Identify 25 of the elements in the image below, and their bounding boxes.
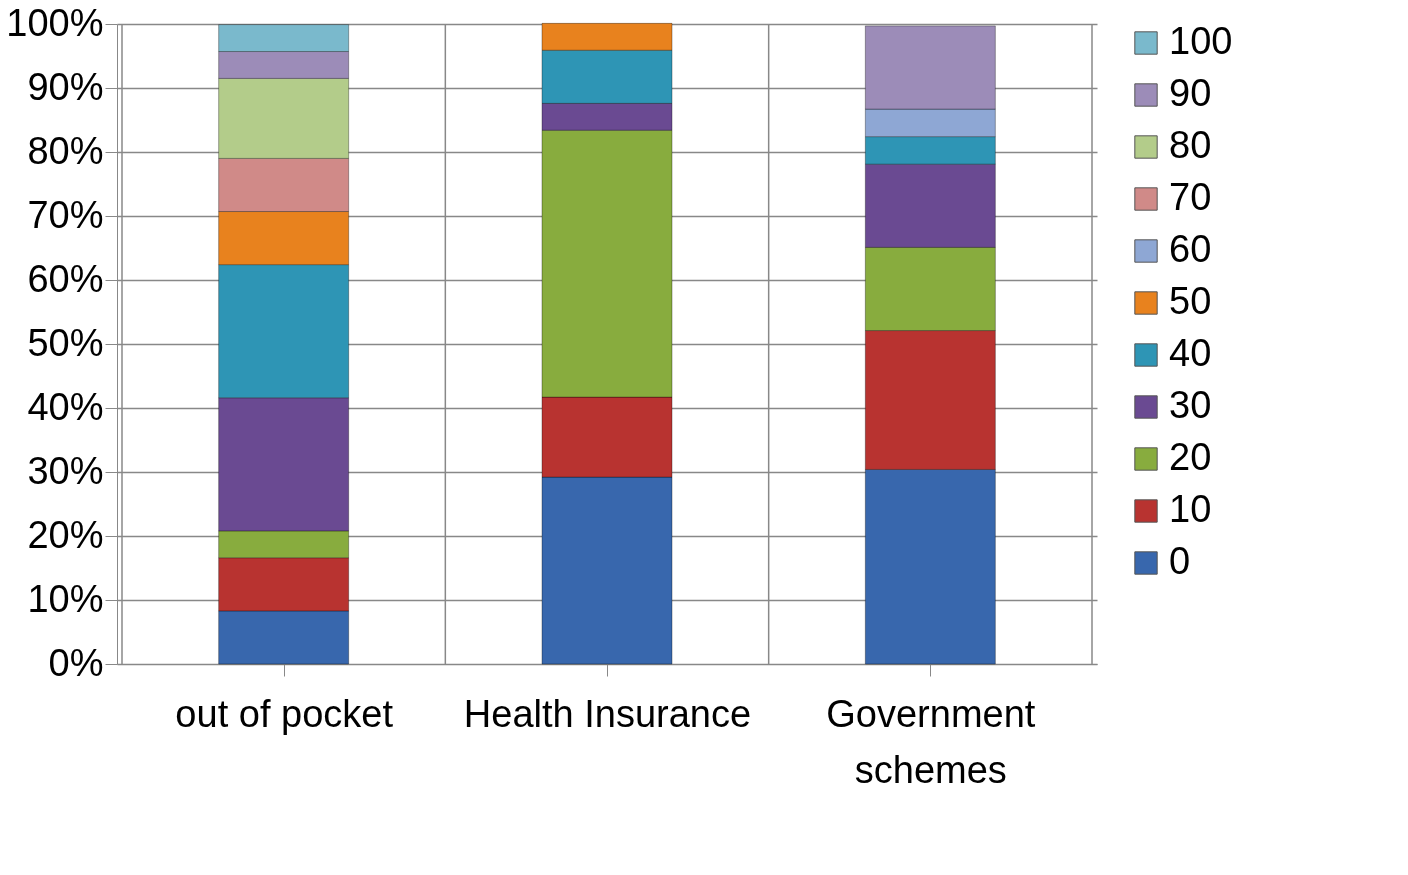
- y-tick-label: 30%: [27, 449, 104, 492]
- y-tick-label: 40%: [27, 385, 104, 428]
- legend-label: 40: [1169, 332, 1212, 374]
- legend-label: 50: [1169, 280, 1212, 322]
- y-tick-label: 60%: [27, 257, 104, 300]
- legend-label: 100: [1169, 20, 1233, 62]
- legend-label: 10: [1169, 488, 1212, 530]
- legend-label: 20: [1169, 436, 1212, 478]
- y-tick-label: 90%: [27, 65, 104, 108]
- y-tick-label: 20%: [27, 513, 104, 556]
- y-tick-label: 10%: [27, 577, 104, 620]
- legend-label: 80: [1169, 124, 1212, 166]
- y-tick-label: 0%: [48, 641, 104, 684]
- y-tick-label: 70%: [27, 193, 104, 236]
- y-tick-label: 80%: [27, 129, 104, 172]
- y-tick-label: 100%: [6, 1, 104, 44]
- legend-label: 30: [1169, 384, 1212, 426]
- y-tick-label: 50%: [27, 321, 104, 364]
- x-tick-label: Government schemes: [826, 692, 1036, 791]
- legend-label: 60: [1169, 228, 1212, 270]
- legend-label: 90: [1169, 72, 1212, 114]
- x-tick-label: Health Insurance: [463, 692, 752, 735]
- legend-label: 0: [1169, 540, 1191, 582]
- legend-label: 70: [1169, 176, 1212, 218]
- x-tick-label: out of pocket: [175, 692, 394, 735]
